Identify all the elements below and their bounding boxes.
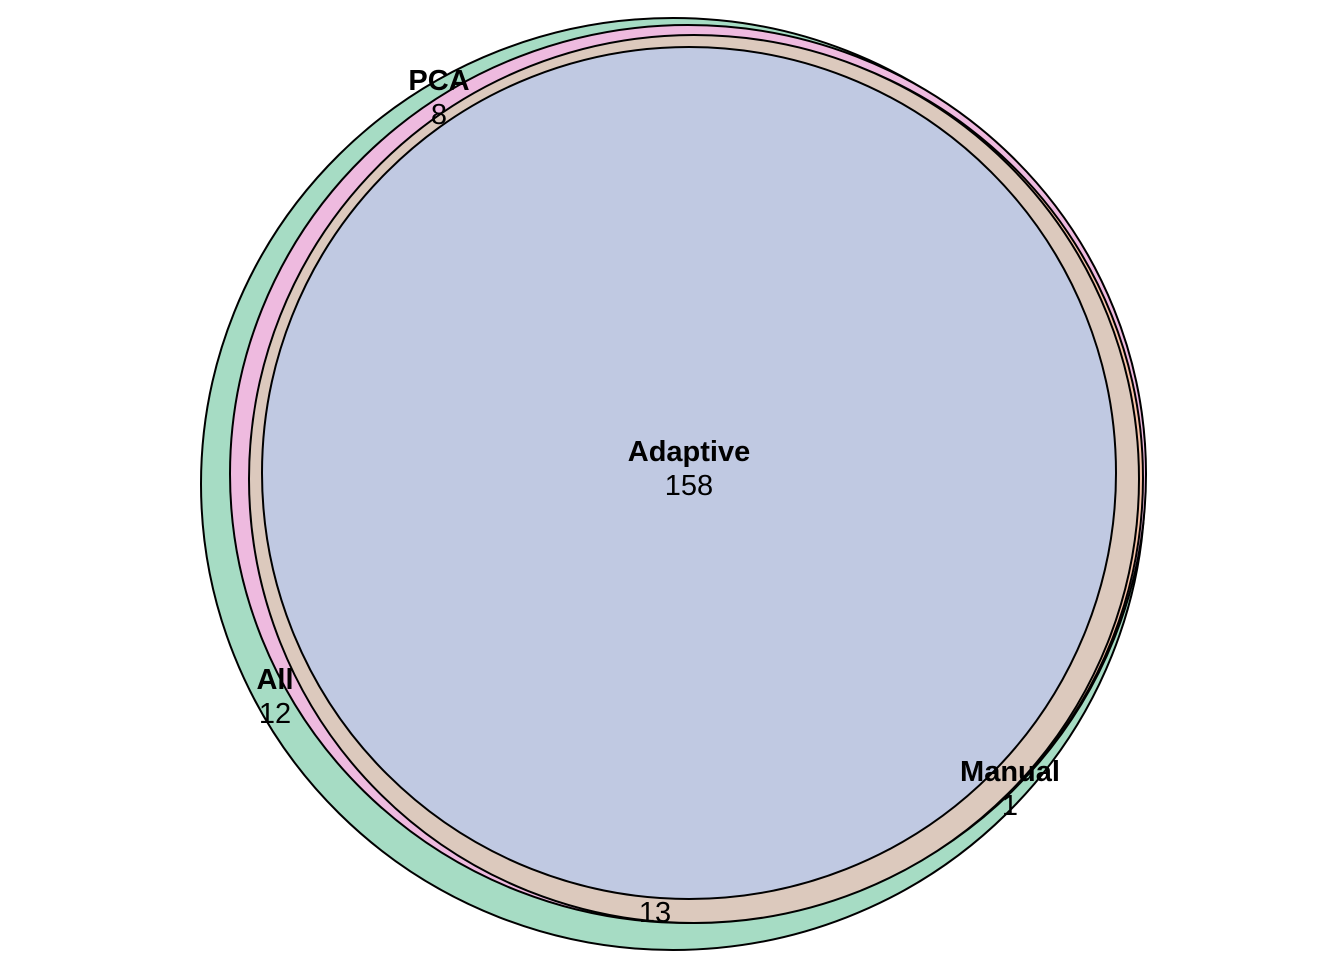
label-adaptive-name: Adaptive <box>628 436 750 468</box>
label-overlap-count: 13 <box>639 897 671 929</box>
label-manual-count: 1 <box>1002 790 1018 822</box>
label-pca-count: 8 <box>431 99 447 131</box>
label-all-name: All <box>256 664 293 696</box>
label-manual-name: Manual <box>960 756 1060 788</box>
label-all-count: 12 <box>259 698 291 730</box>
label-adaptive-count: 158 <box>665 470 713 502</box>
label-pca-name: PCA <box>408 65 469 97</box>
set-adaptive-region <box>261 46 1117 900</box>
